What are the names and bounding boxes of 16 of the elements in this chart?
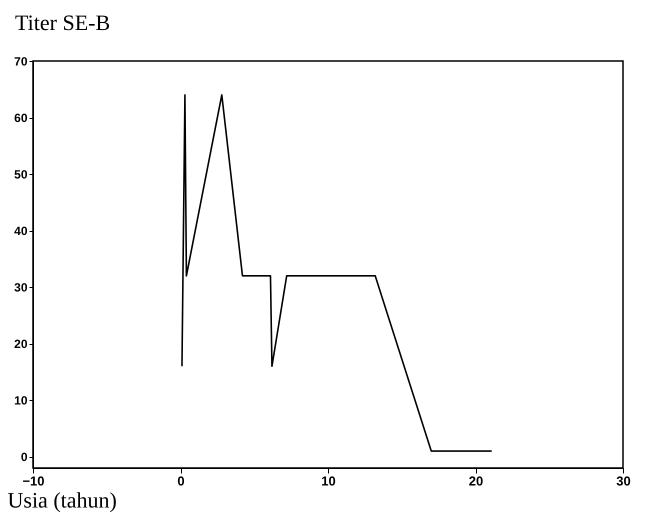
y-tick-label: 50: [14, 168, 28, 182]
y-tick-label: 0: [20, 450, 28, 464]
y-tick-label: 60: [14, 111, 28, 126]
y-tick-label: 20: [14, 337, 28, 352]
x-tick-label: 10: [321, 474, 336, 488]
y-tick-label: 10: [14, 394, 28, 408]
x-tick-label: 20: [468, 474, 484, 488]
y-tick-label: 70: [14, 54, 28, 68]
x-tick-label: −10: [22, 474, 45, 488]
x-axis-title: Usia (tahun): [8, 488, 117, 512]
chart-title: Titer SE-B: [15, 10, 110, 35]
x-tick-label: 0: [177, 474, 185, 488]
y-tick-label: 30: [14, 280, 28, 295]
line-series: [181, 94, 493, 452]
x-tick-label: 30: [616, 474, 631, 488]
y-tick-label: 40: [14, 224, 28, 238]
